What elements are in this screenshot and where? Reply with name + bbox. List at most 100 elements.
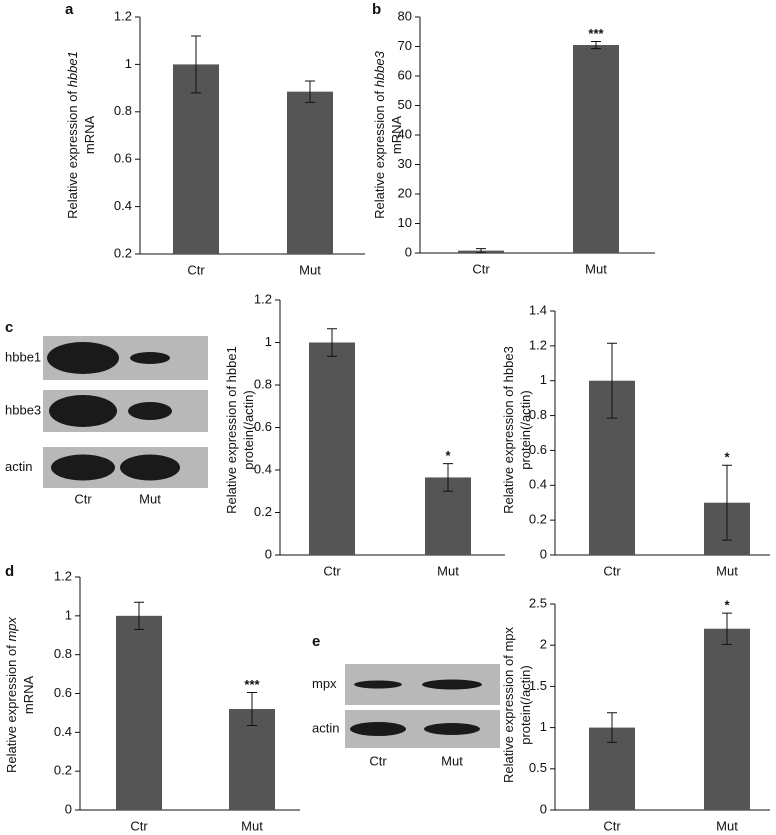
blot-row-label: actin: [312, 720, 339, 735]
y-tick-label: 80: [398, 8, 412, 23]
y-tick-label: 1.5: [529, 678, 547, 693]
bar: [287, 91, 333, 254]
y-tick-label: 0: [265, 546, 272, 561]
significance: *: [724, 450, 730, 465]
y-tick-label: 0: [65, 801, 72, 816]
blot-band: [128, 402, 172, 420]
y-tick-label: 0: [405, 244, 412, 259]
blot-lane-label: Mut: [441, 753, 463, 768]
blot-lane-label: Ctr: [74, 491, 92, 506]
blot-band: [120, 454, 180, 481]
y-tick-label: 1: [540, 372, 547, 387]
y-tick-label: 0.8: [254, 376, 272, 391]
x-tick-label: Ctr: [130, 818, 148, 833]
x-tick-label: Ctr: [603, 818, 621, 833]
y-axis-label: mRNA: [21, 676, 36, 715]
blot-row-label: mpx: [312, 676, 337, 691]
y-tick-label: 0.5: [529, 760, 547, 775]
y-axis-label-part: hbbe3: [372, 50, 387, 87]
y-axis-label: Relative expression of hbbe3: [501, 346, 516, 514]
y-tick-label: 0.8: [54, 646, 72, 661]
y-axis-label-part: hbbe1: [65, 51, 80, 87]
y-axis-label: mRNA: [82, 116, 97, 155]
error-bar: [191, 35, 201, 94]
y-tick-label: 70: [398, 38, 412, 53]
blot-row-label: hbbe1: [5, 349, 41, 364]
blot-row-label: actin: [5, 459, 32, 474]
y-tick-label: 0.2: [529, 512, 547, 527]
blot-row-label: hbbe3: [5, 402, 41, 417]
y-axis-label-part: protein(/actin): [518, 390, 533, 469]
significance: *: [445, 448, 451, 463]
y-axis-label: mRNA: [389, 116, 404, 155]
y-axis-label: protein(/actin): [518, 390, 533, 469]
y-tick-label: 0.2: [54, 763, 72, 778]
y-axis-label: Relative expression of hbbe1: [224, 346, 239, 514]
blot-band: [354, 680, 402, 689]
western-blot: c hbbe1 hbbe3 actin Ctr Mut: [5, 319, 208, 506]
y-tick-label: 1.2: [54, 568, 72, 583]
y-tick-label: 30: [398, 156, 412, 171]
y-tick-label: 1: [125, 56, 132, 71]
blot-band: [424, 723, 480, 735]
y-axis-label: Relative expression of hbbe3: [372, 50, 387, 218]
bar: [704, 628, 750, 810]
panel-label: b: [372, 1, 381, 18]
y-tick-label: 50: [398, 97, 412, 112]
error-bar: [247, 692, 257, 727]
y-tick-label: 1.2: [114, 8, 132, 23]
y-tick-label: 0.6: [114, 151, 132, 166]
significance: ***: [588, 26, 604, 41]
chart: d 0 0.2 0.4 0.6 0.8 1 1.2 Relative expression of…: [4, 563, 300, 833]
x-tick-label: Ctr: [323, 563, 341, 578]
x-tick-label: Mut: [716, 818, 738, 833]
blot-band: [130, 352, 170, 364]
chart: 0 0.5 1 1.5 2 2.5 Relative expression of mpx pr…: [501, 595, 770, 833]
western-blot: e mpx actin Ctr Mut: [312, 633, 500, 768]
error-bar: [443, 463, 453, 492]
y-tick-label: 0.4: [529, 477, 547, 492]
y-axis-label-part: mRNA: [389, 116, 404, 155]
blot-band: [422, 679, 482, 690]
significance: *: [724, 598, 730, 613]
y-axis-label-part: Relative expression of mpx: [501, 626, 516, 783]
x-tick-label: Mut: [585, 261, 607, 276]
y-axis-label-part: mRNA: [21, 676, 36, 715]
panel-label: c: [5, 319, 13, 336]
y-axis-label-part: Relative expression of hbbe3: [501, 346, 516, 514]
panel-label: a: [65, 1, 74, 18]
y-tick-label: 0.8: [529, 407, 547, 422]
y-tick-label: 40: [398, 126, 412, 141]
y-axis-label-part: protein(/actin): [241, 390, 256, 469]
error-bar: [607, 342, 617, 419]
y-tick-label: 0.6: [54, 685, 72, 700]
y-tick-label: 1: [265, 334, 272, 349]
blot-band: [51, 454, 115, 481]
error-bar: [305, 80, 315, 103]
bar: [573, 45, 619, 254]
y-tick-label: 60: [398, 67, 412, 82]
y-tick-label: 0.2: [114, 245, 132, 260]
bar: [173, 64, 219, 255]
bar: [116, 615, 162, 810]
y-tick-label: 0.8: [114, 103, 132, 118]
blot-lane-label: Ctr: [369, 753, 387, 768]
y-tick-label: 10: [398, 215, 412, 230]
error-bar: [607, 712, 617, 743]
x-tick-label: Mut: [299, 262, 321, 277]
y-axis-label-part: Relative expression of: [65, 87, 80, 219]
x-tick-label: Ctr: [472, 261, 490, 276]
y-axis-label-part: mpx: [4, 616, 19, 641]
y-axis-label-part: Relative expression of: [372, 87, 387, 219]
significance: ***: [244, 677, 260, 692]
panel-label: d: [5, 563, 14, 580]
y-tick-label: 0: [540, 546, 547, 561]
y-tick-label: 0: [540, 801, 547, 816]
y-axis-label: protein(/actin): [518, 665, 533, 744]
y-axis-label-part: mRNA: [82, 116, 97, 155]
error-bar: [722, 612, 732, 645]
y-tick-label: 1.2: [529, 337, 547, 352]
blot-band: [49, 395, 117, 427]
y-tick-label: 0.6: [254, 419, 272, 434]
y-axis-label: Relative expression of mpx: [501, 626, 516, 783]
